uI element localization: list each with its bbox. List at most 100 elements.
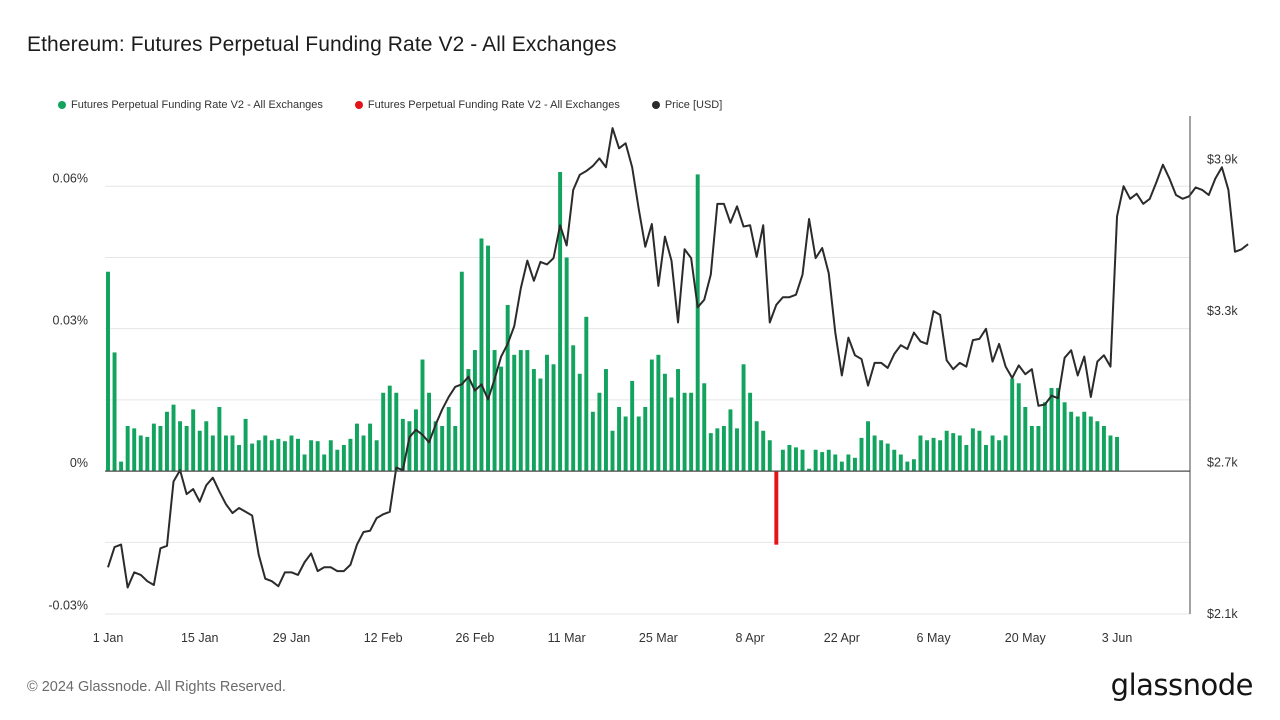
funding-bars <box>106 172 1119 545</box>
funding-bar <box>413 409 418 472</box>
legend-label: Futures Perpetual Funding Rate V2 - All … <box>71 99 323 111</box>
funding-bar <box>112 352 117 472</box>
funding-bar <box>813 449 818 472</box>
funding-bar <box>787 444 792 472</box>
funding-bar <box>1088 416 1093 472</box>
funding-bar <box>151 423 156 472</box>
funding-bar <box>590 411 595 472</box>
funding-bar <box>879 440 884 472</box>
funding-bar <box>479 238 484 472</box>
funding-bar <box>499 366 504 472</box>
funding-bar <box>898 454 903 472</box>
funding-bar <box>125 426 130 472</box>
funding-bar <box>970 428 975 472</box>
funding-bar <box>997 440 1002 472</box>
funding-bar <box>237 444 242 472</box>
funding-bar <box>617 407 622 472</box>
copyright-footer: © 2024 Glassnode. All Rights Reserved. <box>27 679 286 695</box>
legend-label: Price [USD] <box>664 99 723 111</box>
funding-bar <box>715 428 720 472</box>
funding-bar <box>754 421 759 472</box>
funding-bar <box>859 437 864 472</box>
funding-bar <box>702 383 707 472</box>
funding-bar <box>191 409 196 472</box>
funding-bar <box>119 461 124 472</box>
funding-bar <box>525 350 530 472</box>
funding-bar <box>662 373 667 472</box>
funding-bar <box>374 440 379 472</box>
funding-bar <box>453 426 458 472</box>
funding-bar <box>178 421 183 472</box>
funding-bar <box>210 435 215 472</box>
funding-bar <box>964 444 969 472</box>
x-tick-label: 6 May <box>917 631 952 645</box>
x-tick-label: 25 Mar <box>639 631 678 645</box>
x-tick-label: 8 Apr <box>736 631 765 645</box>
funding-bar <box>158 426 163 472</box>
y-right-tick-label: $3.9k <box>1207 153 1238 167</box>
funding-bar <box>486 245 490 472</box>
funding-bar <box>361 435 366 472</box>
funding-bar <box>355 423 359 472</box>
legend-item-price[interactable]: Price [USD] <box>651 99 723 111</box>
funding-bar <box>106 271 110 472</box>
funding-bar <box>748 392 753 472</box>
funding-bar <box>335 449 340 472</box>
x-tick-label: 3 Jun <box>1102 631 1133 645</box>
funding-bar <box>597 392 602 472</box>
funding-bar <box>276 438 281 472</box>
funding-bar <box>466 369 471 472</box>
chart-title: Ethereum: Futures Perpetual Funding Rate… <box>27 33 617 56</box>
price-series-line <box>107 127 1249 589</box>
funding-bar <box>558 172 563 472</box>
funding-bar <box>944 430 949 472</box>
funding-bar <box>1010 378 1015 472</box>
funding-bar <box>649 359 654 472</box>
x-tick-label: 22 Apr <box>824 631 860 645</box>
funding-bar <box>545 354 549 472</box>
funding-bar <box>577 373 582 472</box>
funding-bar <box>761 430 766 472</box>
x-tick-label: 20 May <box>1005 631 1047 645</box>
legend-dot-icon <box>651 101 660 109</box>
funding-bar <box>165 411 169 472</box>
funding-bar <box>387 385 392 472</box>
funding-bar <box>866 421 871 472</box>
funding-bar <box>682 392 687 472</box>
funding-bar <box>767 440 772 472</box>
funding-bar <box>381 392 386 472</box>
x-tick-label: 12 Feb <box>364 631 403 645</box>
funding-bar <box>774 471 779 545</box>
legend-item-funding-positive[interactable]: Futures Perpetual Funding Rate V2 - All … <box>58 99 323 111</box>
funding-bar <box>512 354 517 472</box>
funding-bar <box>1082 411 1087 472</box>
legend-item-funding-negative[interactable]: Futures Perpetual Funding Rate V2 - All … <box>354 99 620 111</box>
funding-bar <box>256 440 261 472</box>
funding-bar <box>905 461 910 472</box>
funding-bar <box>341 444 346 472</box>
funding-bar <box>394 392 399 472</box>
funding-bar <box>918 435 923 472</box>
y-left-tick-label: 0% <box>70 456 88 470</box>
glassnode-logo: glassnode <box>1110 668 1254 702</box>
funding-bar <box>282 441 287 472</box>
funding-bar <box>531 369 536 472</box>
legend-label: Futures Perpetual Funding Rate V2 - All … <box>367 99 620 111</box>
x-tick-label: 11 Mar <box>548 631 586 645</box>
funding-bar <box>263 435 268 472</box>
price-line <box>107 127 1249 589</box>
funding-bar <box>826 449 831 472</box>
funding-bar <box>440 426 445 472</box>
funding-bar <box>184 426 189 472</box>
funding-bar <box>243 418 248 472</box>
funding-bar <box>925 440 929 472</box>
funding-bar <box>1062 402 1067 472</box>
funding-bar <box>846 454 851 472</box>
funding-bar <box>872 435 877 472</box>
funding-bar <box>1069 411 1074 472</box>
funding-bar <box>938 440 943 472</box>
y-right-tick-label: $3.3k <box>1207 304 1238 318</box>
funding-bar <box>171 404 176 472</box>
funding-bar <box>735 428 739 472</box>
